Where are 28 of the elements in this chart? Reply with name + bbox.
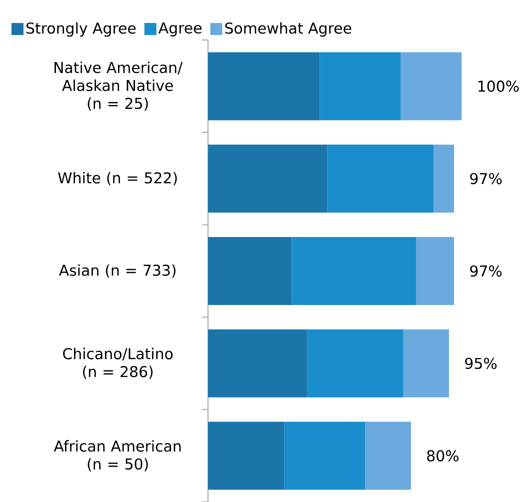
bar [400,52,462,120]
bar [208,52,320,120]
total-label: 95% [465,358,497,370]
y-tick-label: White (n = 522) [58,172,177,186]
bar [208,236,292,305]
bar [208,422,284,490]
bar [320,52,401,120]
bar [434,144,454,213]
total-label: 100% [478,80,519,92]
bar [292,236,416,305]
legend-label: Strongly Agree [26,22,136,37]
y-tick-label: Asian (n = 733) [58,264,176,278]
bar [403,329,449,398]
bar [306,329,404,398]
legend-label: Somewhat Agree [225,22,352,37]
total-label: 97% [470,265,502,277]
y-tick-label: Native American/ Alaskan Native (n = 25) [54,62,183,111]
bar [327,144,434,213]
y-tick-label: African American (n = 50) [54,440,181,472]
total-label: 97% [470,172,502,184]
total-label: 80% [427,450,458,462]
legend-label: Agree [158,22,202,36]
y-tick-label: Chicano/Latino (n = 286) [63,348,173,380]
bar [365,422,411,490]
bar [208,329,307,398]
bar [208,144,328,213]
bar [416,236,454,305]
bar [284,422,366,490]
